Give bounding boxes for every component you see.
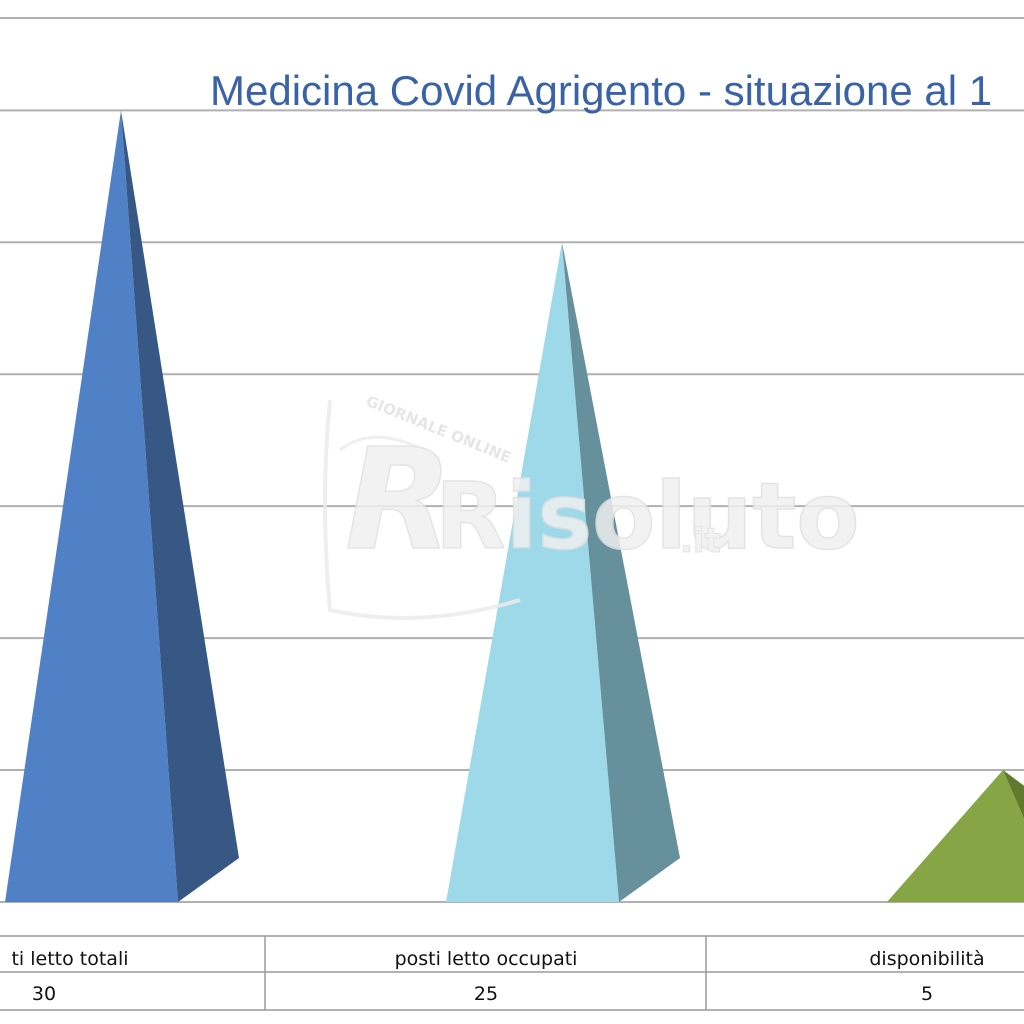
bar-pyramid: [5, 110, 239, 902]
category-label: ti letto totali: [11, 948, 128, 970]
chart-title: Medicina Covid Agrigento - situazione al…: [210, 67, 992, 114]
category-label: posti letto occupati: [395, 948, 578, 970]
watermark-brand: Risoluto: [435, 463, 860, 570]
watermark-letter-r: R: [345, 419, 453, 582]
value-label: 25: [474, 983, 498, 1005]
data-table: ti letto totali posti letto occupati dispo…: [0, 935, 1024, 1011]
pyramid-front-face: [446, 242, 619, 902]
pyramid-side-face: [1003, 770, 1024, 819]
pyramid-side-face: [562, 242, 680, 902]
value-label: 5: [921, 983, 933, 1005]
bar-pyramid: [446, 242, 680, 902]
watermark-logo: R Risoluto .it GIORNALE ONLINE: [323, 392, 860, 620]
watermark-suffix: .it: [680, 521, 721, 561]
pyramid-side-face: [121, 110, 239, 902]
bars: [5, 110, 1024, 902]
value-label: 30: [32, 983, 56, 1005]
pyramid-front-face: [887, 770, 1024, 902]
category-label: disponibilità: [869, 948, 984, 970]
pyramid-front-face: [5, 110, 178, 902]
bar-pyramid: [887, 770, 1024, 902]
